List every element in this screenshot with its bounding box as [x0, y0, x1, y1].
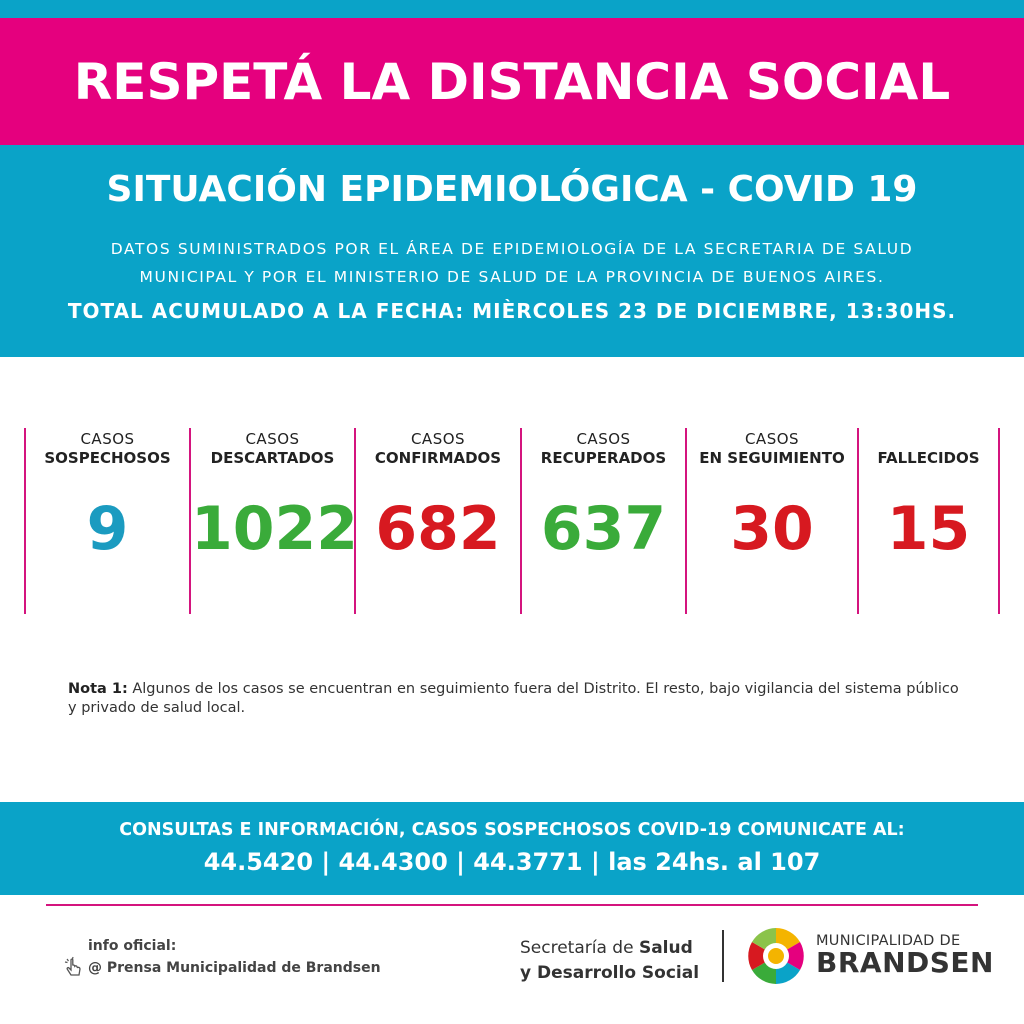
divider — [24, 428, 26, 614]
stat-value: 682 — [375, 494, 501, 564]
stat-recuperados: CASOS RECUPERADOS 637 — [522, 428, 685, 614]
stat-fallecidos: FALLECIDOS 15 — [859, 428, 998, 614]
secretaria-line-2: y Desarrollo Social — [520, 963, 700, 983]
divider — [998, 428, 1000, 614]
stat-value: 15 — [886, 494, 971, 564]
banner-title: RESPETÁ LA DISTANCIA SOCIAL — [73, 52, 951, 111]
contact-phones: 44.5420 | 44.4300 | 44.3771 | las 24hs. … — [203, 848, 821, 876]
stat-label: CONFIRMADOS — [374, 449, 502, 467]
stats-panel: CASOS SOSPECHOSOS 9 CASOS DESCARTADOS 10… — [0, 428, 1024, 614]
source-line-1: DATOS SUMINISTRADOS POR EL ÁREA DE EPIDE… — [110, 240, 914, 258]
divider — [857, 428, 859, 614]
stat-sospechosos: CASOS SOSPECHOSOS 9 — [26, 428, 189, 614]
divider — [685, 428, 687, 614]
stat-value: 9 — [86, 494, 129, 564]
stat-label: SOSPECHOSOS — [44, 449, 171, 467]
info-source: @ Prensa Municipalidad de Brandsen — [88, 960, 381, 976]
note-label: Nota 1: — [68, 681, 128, 697]
stat-confirmados: CASOS CONFIRMADOS 682 — [356, 428, 520, 614]
secretaria: Secretaría de Salud y Desarrollo Social — [520, 936, 699, 986]
banner: RESPETÁ LA DISTANCIA SOCIAL — [0, 18, 1024, 145]
secretaria-salud: Salud — [638, 938, 693, 958]
stat-label: EN SEGUIMIENTO — [699, 449, 845, 467]
page-subtitle: SITUACIÓN EPIDEMIOLÓGICA - COVID 19 — [106, 169, 918, 210]
cursor-hand-icon — [64, 956, 81, 976]
divider — [520, 428, 522, 614]
stat-descartados: CASOS DESCARTADOS 1022 — [191, 428, 358, 614]
note: Nota 1: Algunos de los casos se encuentr… — [68, 680, 968, 718]
info-label: info oficial: — [88, 938, 177, 954]
contact-heading: CONSULTAS E INFORMACIÓN, CASOS SOSPECHOS… — [119, 820, 905, 840]
stat-label-top: CASOS — [576, 430, 631, 448]
stat-label-top: CASOS — [245, 430, 300, 448]
top-strip — [0, 0, 1024, 18]
stat-label: DESCARTADOS — [210, 449, 335, 467]
muni-line-2: BRANDSEN — [816, 946, 994, 979]
footer-divider — [46, 904, 978, 906]
stat-label-top: CASOS — [744, 430, 800, 448]
divider — [189, 428, 191, 614]
total-date: TOTAL ACUMULADO A LA FECHA: MIÈRCOLES 23… — [67, 299, 957, 323]
muni-line-1: MUNICIPALIDAD DE — [816, 933, 961, 949]
source-text: DATOS SUMINISTRADOS POR EL ÁREA DE EPIDE… — [0, 235, 1024, 291]
stat-label-top: CASOS — [80, 430, 135, 448]
contact-bar: CONSULTAS E INFORMACIÓN, CASOS SOSPECHOS… — [0, 802, 1024, 895]
note-text: Algunos de los casos se encuentran en se… — [68, 681, 959, 716]
stat-seguimiento: CASOS EN SEGUIMIENTO 30 — [687, 428, 857, 614]
source-line-2: MUNICIPAL Y POR EL MINISTERIO DE SALUD D… — [139, 268, 885, 286]
header-block: SITUACIÓN EPIDEMIOLÓGICA - COVID 19 DATO… — [0, 145, 1024, 357]
stat-value: 30 — [730, 494, 814, 564]
stat-label: RECUPERADOS — [540, 449, 667, 467]
municipalidad: MUNICIPALIDAD DE BRANDSEN — [816, 933, 994, 977]
divider — [354, 428, 356, 614]
stat-label-top: CASOS — [410, 430, 466, 448]
stat-label: FALLECIDOS — [877, 449, 980, 467]
brandsen-logo — [748, 928, 804, 984]
footer-separator — [722, 930, 724, 982]
stat-value: 637 — [540, 494, 667, 564]
secretaria-text: Secretaría de — [520, 938, 639, 958]
stat-value: 1022 — [191, 494, 358, 564]
